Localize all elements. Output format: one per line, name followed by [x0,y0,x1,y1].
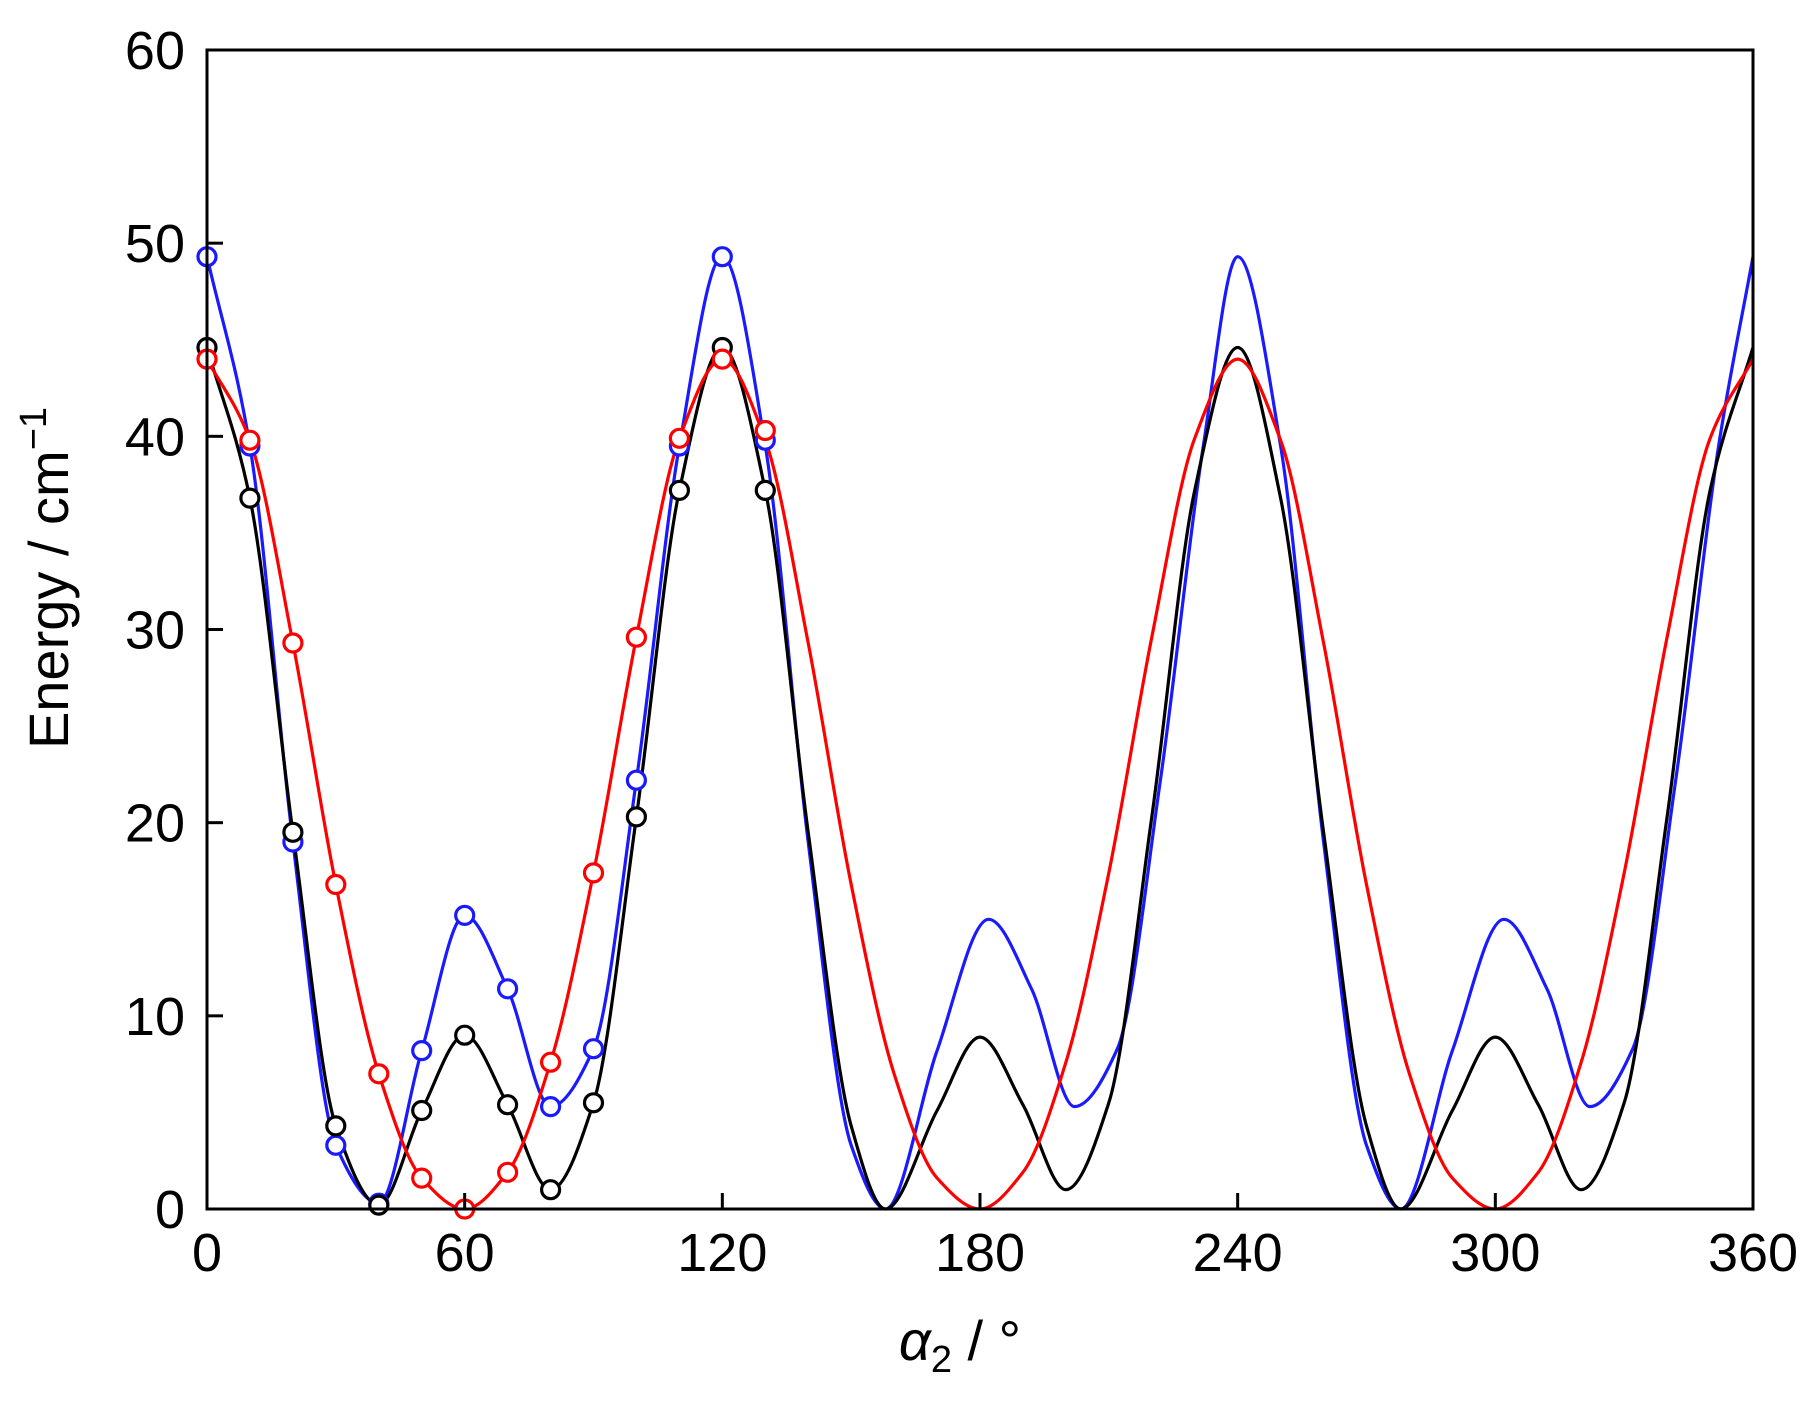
x-axis-title: α2 / ° [899,1309,1021,1381]
y-axis-title-text: Energy / cm [17,450,80,749]
x-tick-label: 60 [435,1223,495,1283]
data-point-black [668,479,691,501]
y-tick-label: 50 [125,214,185,274]
data-point-red [282,632,304,654]
data-point-blue [582,1038,605,1060]
data-point-black [539,1179,562,1201]
data-point-red [497,1161,519,1183]
x-tick-label: 300 [1450,1223,1540,1283]
data-point-red [625,626,648,648]
y-axis-title-superscript: −1 [13,407,55,450]
y-tick-label: 40 [125,407,185,467]
fit-curves-layer [205,255,1755,1211]
x-axis-title-subscript: 2 [931,1339,952,1381]
data-point-red [239,429,261,451]
data-point-black [625,806,648,828]
data-point-blue [454,904,476,927]
x-tick-label: 360 [1708,1223,1798,1283]
y-tick-label: 20 [125,794,185,854]
data-point-blue [539,1095,562,1118]
data-point-red [539,1051,562,1073]
data-point-black [497,1094,519,1116]
data-point-black [454,1024,476,1046]
y-tick-label: 10 [125,987,185,1047]
data-point-red [411,1167,433,1189]
plot-frame [205,48,1755,1211]
data-point-red [754,419,776,442]
data-point-red [582,862,605,884]
y-tick-label: 0 [155,1180,185,1240]
x-tick-label: 120 [677,1223,767,1283]
data-point-black [325,1115,347,1137]
data-point-black [411,1099,433,1122]
data-point-red [325,873,347,896]
x-axis-title-unit: / ° [952,1309,1021,1372]
x-axis-title-symbol: α [899,1309,933,1372]
data-point-blue [325,1134,347,1156]
data-point-blue [411,1039,433,1062]
x-tick-label: 240 [1193,1223,1283,1283]
fit-curve-blue [205,255,1755,1211]
data-point-red [668,427,691,449]
y-tick-label: 60 [125,21,185,81]
data-point-black [754,479,776,501]
data-point-red [711,348,733,370]
y-axis-title: Energy / cm−1 [13,407,80,749]
x-tick-label: 0 [192,1223,222,1283]
data-point-black [582,1092,605,1114]
axes-layer [205,48,1755,1211]
fit-curve-red [205,357,1755,1211]
data-point-blue [497,978,519,1000]
data-point-black [282,821,304,843]
y-tick-label: 30 [125,601,185,661]
tick-labels-layer: 0 60 120 180 240 300 360 0 10 20 30 40 50 60 [125,21,1798,1283]
data-point-black [368,1194,390,1216]
data-point-blue [625,769,648,791]
data-point-blue [711,246,733,268]
data-point-red [368,1063,390,1085]
fit-curve-black [205,345,1755,1211]
data-point-black [239,487,261,509]
x-tick-label: 180 [935,1223,1025,1283]
data-markers-layer [196,246,776,1220]
